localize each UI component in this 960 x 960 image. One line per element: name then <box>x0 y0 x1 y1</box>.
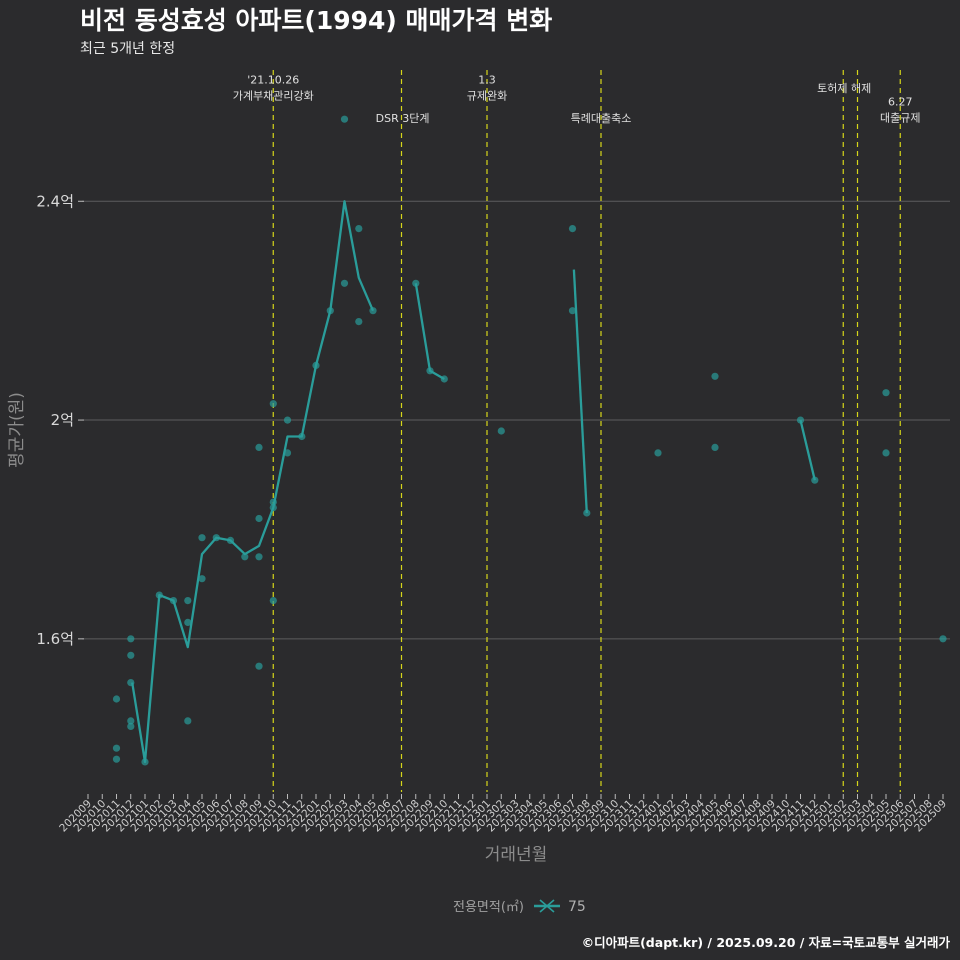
data-point-26 <box>269 597 277 605</box>
chart-subtitle: 최근 5개년 한정 <box>80 41 175 57</box>
series-lines <box>131 200 816 764</box>
data-point-49 <box>882 389 890 397</box>
series-line-segment-3 <box>799 419 816 481</box>
data-point-38 <box>426 367 434 375</box>
data-point-9 <box>155 591 163 599</box>
x-axis: 2020092020102020112020122021012021022021… <box>57 794 949 834</box>
data-point-4 <box>127 651 135 659</box>
policy-label-2-0: 1.3 <box>478 74 496 87</box>
series-line-segment-1 <box>414 283 445 380</box>
legend-title: 전용면적(㎡) <box>453 900 524 915</box>
y-tick-label-2: 2.4억 <box>36 192 74 210</box>
legend: 전용면적(㎡) 75 <box>453 899 586 915</box>
y-axis-title: 평균가(원) <box>7 392 27 468</box>
data-point-31 <box>326 307 334 315</box>
data-point-28 <box>283 449 292 457</box>
data-point-25 <box>269 504 277 512</box>
data-point-1 <box>112 744 121 752</box>
data-point-8 <box>141 758 149 766</box>
policy-label-4-0: 토허제 해제 <box>817 81 871 95</box>
data-points <box>112 115 947 766</box>
data-point-42 <box>568 307 577 315</box>
series-line-segment-0 <box>131 200 375 764</box>
x-axis-title: 거래년월 <box>485 845 548 865</box>
data-point-45 <box>711 372 719 380</box>
data-point-14 <box>198 534 206 542</box>
policy-label-2-1: 규제완화 <box>467 90 507 103</box>
data-point-23 <box>269 400 277 408</box>
caption: ©디아파트(dapt.kr) / 2025.09.20 / 자료=국토교통부 실… <box>582 935 951 950</box>
policy-label-0-0: '21.10.26 <box>247 74 299 87</box>
data-point-46 <box>711 443 719 451</box>
data-point-30 <box>312 361 320 369</box>
data-point-7 <box>127 722 135 731</box>
data-point-15 <box>198 575 206 583</box>
policy-label-6-1: 대출규제 <box>880 112 920 125</box>
y-tick-label-1: 2억 <box>51 411 74 429</box>
data-point-3 <box>127 635 135 643</box>
data-point-33 <box>340 279 349 287</box>
data-point-6 <box>127 717 135 725</box>
data-point-41 <box>568 225 577 233</box>
data-point-22 <box>255 662 263 670</box>
data-point-17 <box>226 536 235 545</box>
data-point-37 <box>412 279 420 287</box>
data-point-47 <box>796 416 805 424</box>
chart-title: 비전 동성효성 아파트(1994) 매매가격 변화 <box>80 6 552 35</box>
series-line-segment-2 <box>572 269 588 514</box>
data-point-11 <box>184 597 192 605</box>
data-point-19 <box>255 443 263 451</box>
data-point-39 <box>440 375 448 383</box>
data-point-0 <box>112 695 121 703</box>
data-point-27 <box>283 416 292 424</box>
data-point-16 <box>212 534 220 542</box>
data-point-10 <box>169 597 178 605</box>
data-point-12 <box>184 618 192 627</box>
data-point-18 <box>241 553 249 561</box>
data-point-50 <box>882 449 890 457</box>
data-point-48 <box>811 476 819 484</box>
y-axis: 1.6억 2억 2.4억 <box>36 192 84 648</box>
data-point-20 <box>255 514 263 523</box>
data-point-34 <box>355 225 363 233</box>
y-tick-label-0: 1.6억 <box>36 630 74 648</box>
legend-cross-icon-stroke <box>539 899 555 913</box>
legend-entry-75: 75 <box>568 899 586 915</box>
policy-label-0-1: 가계부채관리강화 <box>233 90 314 103</box>
data-point-36 <box>369 307 377 315</box>
data-point-24 <box>269 498 277 506</box>
data-point-21 <box>255 553 263 561</box>
data-point-51 <box>939 635 947 643</box>
data-point-40 <box>497 427 505 435</box>
data-point-44 <box>654 449 662 457</box>
data-point-35 <box>355 318 363 326</box>
gridlines <box>82 200 950 640</box>
data-point-43 <box>583 509 591 517</box>
data-point-5 <box>127 679 135 687</box>
data-point-13 <box>184 717 192 725</box>
data-point-29 <box>298 432 306 441</box>
policy-label-1-0: DSR 3단계 <box>376 112 430 125</box>
policy-label-3-0: 특례대출축소 <box>571 112 632 125</box>
policy-label-6-0: 6.27 <box>888 96 913 109</box>
data-point-2 <box>112 755 121 763</box>
data-point-32 <box>340 115 349 123</box>
